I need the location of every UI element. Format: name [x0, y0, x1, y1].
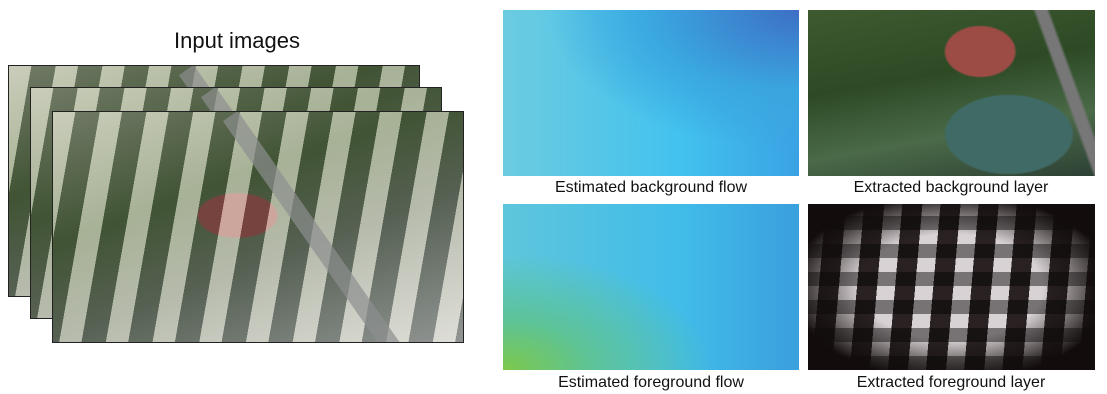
caption: Estimated background flow	[501, 179, 801, 197]
flow-image	[503, 10, 799, 176]
input-title: Input images	[137, 28, 337, 54]
input-image	[52, 111, 464, 343]
caption: Extracted foreground layer	[801, 374, 1101, 392]
layer-image	[808, 10, 1095, 176]
figure: Input images Estimated background flow E…	[0, 0, 1107, 394]
flow-image	[503, 204, 799, 370]
caption: Extracted background layer	[801, 179, 1101, 197]
caption: Estimated foreground flow	[501, 374, 801, 392]
layer-image	[808, 204, 1095, 370]
